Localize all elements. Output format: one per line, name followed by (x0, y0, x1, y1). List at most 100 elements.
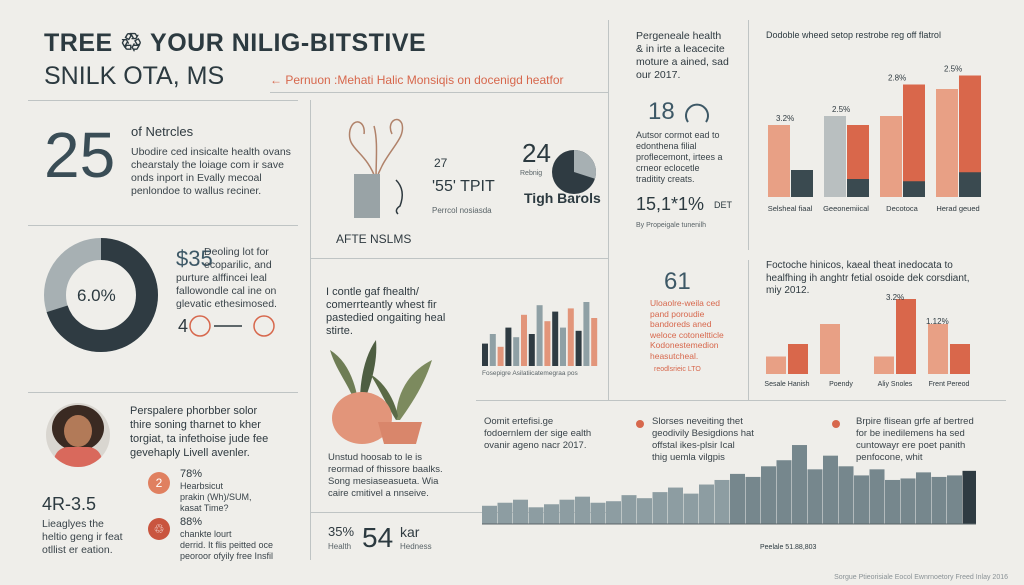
bottom-bar (528, 507, 544, 524)
quote-sub: Lieaglyes the heltio geng ir feat otllist … (42, 518, 123, 556)
ring-icon (253, 315, 275, 337)
bottom-bar (962, 470, 976, 524)
pot-shape (378, 422, 422, 444)
bar-mid-bar (482, 343, 488, 366)
chart1-bar (768, 125, 790, 197)
chart1-bar (936, 89, 958, 197)
pot-shape (332, 392, 392, 444)
ring-icon (189, 315, 211, 337)
plant-low-text: Unstud hoosab to le is reormad of fhissor… (328, 452, 443, 499)
bottom-bar (854, 475, 869, 524)
ring-icon (685, 103, 709, 123)
bottom-bar (559, 499, 575, 524)
divider (748, 260, 749, 400)
chart2-tick-label: Poendy (829, 381, 853, 388)
bottom-bar (590, 502, 606, 524)
bottom-bar (575, 496, 590, 524)
bottom-bar (714, 479, 730, 524)
bar-mid-bar (591, 318, 598, 366)
page-title-line1: TREE ♲ YOUR NILIG-BITSTIVE (44, 29, 427, 57)
bottom-bar-chart (482, 445, 976, 525)
bottom-chart-caption: Peelale 51.88,803 (760, 544, 817, 551)
divider (310, 100, 311, 560)
bar-mid-bar (497, 346, 504, 366)
chart1-data-label: 3.2% (776, 114, 794, 123)
chart1-tick-label: Selsheal fiaal (768, 204, 813, 213)
sketch-icons: 4 (178, 315, 275, 337)
chart1-bar (959, 75, 981, 197)
bottom-bar (544, 504, 559, 524)
plant-stat-sub: Perrcol nosiasda (432, 206, 492, 215)
bar-mid-bar (528, 334, 535, 366)
divider (28, 100, 298, 101)
chart2-bar (766, 356, 786, 374)
chart1-data-label: 2.5% (944, 65, 962, 74)
stat-25-label: of Netrcles (131, 124, 194, 139)
chart2-bar (928, 324, 948, 374)
stat-pct: 88% (180, 516, 203, 528)
pie-slice (574, 150, 596, 179)
mid-right-big-suffix: DET (714, 200, 732, 210)
mid-right-small: By Propeigale tunenilh (636, 222, 707, 229)
chart1-bar (903, 84, 925, 197)
plant-caption: AFTE NSLMS (336, 232, 412, 246)
bar-mid-bar (536, 305, 543, 366)
chart1-bar-dark (959, 172, 981, 197)
stat-text: chankte lourt derrid. It flis peitted oce… (180, 529, 274, 561)
plant-low-number: 54 (362, 522, 394, 553)
bottom-bar (668, 487, 683, 524)
bottom-bar (931, 476, 947, 524)
stat-25: 25 (44, 119, 116, 191)
divider (28, 392, 298, 393)
page-title-line2: SNILK OTA, MS (44, 62, 225, 90)
divider (476, 400, 1006, 401)
avatar (46, 403, 110, 467)
bar-mid-bar (544, 321, 551, 366)
chart2-bar (874, 356, 894, 374)
four-glyph: 4 (178, 316, 188, 336)
chart2-bar (950, 344, 970, 374)
bottom-bar (761, 466, 776, 524)
bar-mid-bar (521, 314, 527, 366)
bar-mid-bar (513, 337, 520, 366)
plant-stat: '55' TPIT (432, 178, 495, 195)
plant-illustration (330, 340, 432, 444)
pie-caption: Tigh Barols (524, 190, 601, 206)
stat-icon: ♲ (148, 518, 170, 540)
donut-chart (44, 238, 158, 352)
bar-mid-bar (575, 330, 582, 366)
chart1-bar (880, 116, 902, 197)
bottom-bar (513, 499, 528, 524)
bar-mid-bar (505, 327, 512, 366)
divider (748, 20, 749, 250)
chart1-svg: 3.2% Selsheal fiaal 2.5% Geeonemiical 2.8% De… (768, 65, 981, 213)
bottom-bar (885, 479, 900, 524)
chart2-data-label: 3.2% (886, 293, 904, 302)
bottom-bar (792, 445, 807, 524)
chart2-bar (788, 344, 808, 374)
donut-text: Deoling lot for ecoparilic, and (204, 246, 272, 271)
bottom-text-2: Slorses neveiting thet geodivily Besigdio… (652, 416, 754, 463)
stat-61: 61 (664, 268, 691, 295)
mid-right-text: Autsor cormot ead to edonthena filial prof… (636, 130, 723, 184)
bottom-bar (838, 466, 854, 524)
stat-pct: 78% (180, 468, 203, 480)
divider (310, 512, 608, 513)
quote-text: Perspalere phorbber solor thire soning th… (130, 405, 269, 459)
footer-source: Sorgue Ptieorisiale Eocol Ewnrnoetory Fr… (834, 574, 1008, 581)
bar-mid-bar (489, 334, 496, 366)
mid-right-heading: Pergeneale health & in irte a leacecite mo… (636, 30, 729, 81)
bottom-bar (900, 478, 916, 524)
bottom-bar (497, 502, 513, 524)
stat-icon: 2 (148, 472, 170, 494)
bottom-bar (637, 498, 652, 524)
bottom-bar (869, 469, 885, 524)
bottom-bar (730, 473, 745, 524)
donut-stat: $35 (176, 246, 213, 271)
plant-low-pct-sub: Health (328, 542, 352, 551)
pie-label: Rebnig (520, 170, 543, 177)
vase-shape (354, 174, 380, 218)
bottom-bar (482, 505, 497, 524)
bar-mid-chart (482, 302, 598, 366)
bar-mid-bar (567, 308, 574, 366)
